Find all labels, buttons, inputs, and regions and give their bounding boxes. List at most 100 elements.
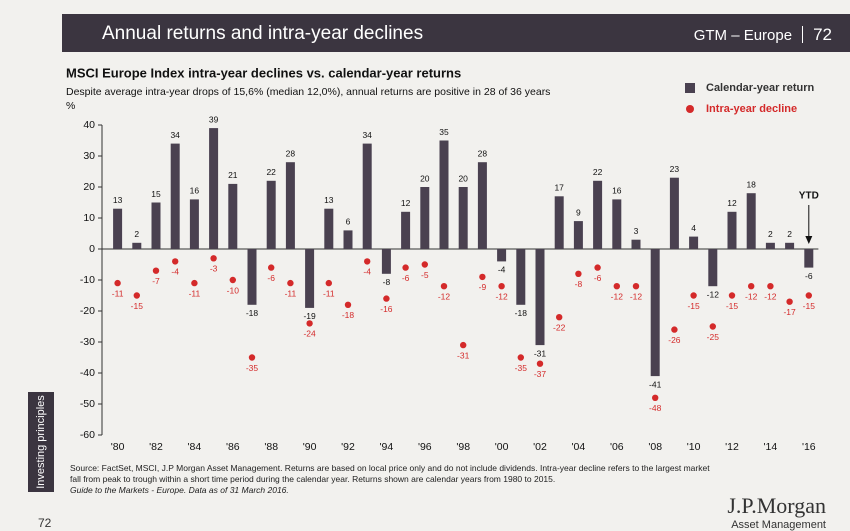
bar	[689, 236, 699, 249]
decline-dot	[690, 292, 697, 299]
bar-label: 12	[727, 198, 737, 208]
decline-label: -11	[189, 288, 201, 298]
x-tick-label: '12	[725, 441, 739, 453]
decline-label: -10	[227, 285, 240, 295]
decline-label: -25	[707, 332, 720, 342]
x-tick-label: '02	[533, 441, 547, 453]
bar-label: 4	[691, 223, 696, 233]
logo: J.P.Morgan Asset Management	[727, 493, 826, 531]
bar	[631, 239, 641, 249]
decline-label: -8	[575, 279, 583, 289]
logo-text: J.P.Morgan	[727, 493, 826, 518]
legend-label: Calendar-year return	[706, 82, 814, 94]
decline-label: -11	[323, 288, 335, 298]
decline-dot	[536, 360, 544, 367]
side-label: Investing principles	[35, 395, 47, 489]
bar-label: 2	[134, 229, 139, 239]
header-right: GTM – Europe 72	[694, 25, 832, 45]
y-tick-label: -10	[80, 274, 95, 286]
bar-label: 35	[439, 127, 449, 137]
bar-label: 22	[593, 167, 603, 177]
decline-dot	[632, 283, 640, 290]
decline-dot	[460, 341, 467, 349]
bar	[209, 128, 219, 249]
bar-label: 18	[746, 179, 756, 189]
legend-swatch	[685, 83, 695, 93]
bar-label: -18	[515, 308, 528, 318]
x-tick-label: '88	[264, 441, 278, 453]
bar	[669, 177, 679, 249]
bar	[343, 230, 353, 249]
decline-dot	[748, 283, 755, 290]
bar-label: -19	[303, 311, 316, 321]
bar	[765, 242, 775, 249]
y-tick-label: -40	[80, 367, 95, 379]
x-tick-label: '90	[303, 441, 317, 453]
bar	[170, 143, 180, 249]
bar	[266, 180, 276, 249]
bar	[285, 162, 295, 249]
header-section: GTM – Europe	[693, 27, 793, 44]
decline-label: -31	[457, 350, 470, 360]
decline-dot	[152, 267, 160, 274]
bar	[554, 196, 564, 249]
decline-label: -12	[611, 291, 624, 301]
decline-label: -15	[131, 301, 144, 311]
bar-label: -12	[707, 289, 720, 299]
source-note: Source: FactSet, MSCI, J.P Morgan Asset …	[70, 463, 710, 484]
header-bar: Annual returns and intra-year declines G…	[62, 14, 850, 52]
bar	[113, 208, 123, 249]
bar	[516, 249, 526, 305]
decline-label: -15	[726, 301, 739, 311]
bar-label: 15	[151, 189, 161, 199]
decline-dot	[440, 283, 448, 290]
decline-label: -6	[402, 273, 410, 283]
y-tick-label: 40	[83, 119, 95, 131]
decline-dot	[114, 279, 121, 287]
y-tick-label: 30	[83, 150, 95, 162]
decline-label: -6	[267, 273, 275, 283]
decline-dot	[498, 283, 505, 290]
y-tick-label: -20	[80, 305, 95, 317]
decline-label: -12	[764, 291, 777, 301]
decline-dot	[479, 273, 486, 281]
decline-label: -15	[803, 301, 816, 311]
bar	[401, 211, 411, 249]
bar-label: 39	[209, 114, 219, 124]
decline-dot	[728, 292, 736, 299]
decline-label: -12	[745, 291, 758, 301]
x-tick-label: '04	[572, 441, 586, 453]
decline-dot	[786, 298, 793, 305]
decline-dot	[133, 292, 140, 299]
decline-dot	[344, 301, 352, 308]
bar	[247, 249, 257, 305]
bar-label: 16	[190, 186, 200, 196]
legend-label: Intra-year decline	[706, 103, 797, 115]
x-tick-label: '82	[149, 441, 163, 453]
x-tick-label: '06	[610, 441, 624, 453]
y-tick-label: -30	[80, 336, 95, 348]
decline-dot	[191, 279, 198, 287]
bar	[305, 249, 315, 308]
bar-label: 2	[768, 229, 773, 239]
bar	[535, 249, 545, 346]
decline-label: -24	[303, 329, 316, 339]
bar-label: 12	[401, 198, 411, 208]
page-number: 72	[38, 516, 52, 530]
y-tick-label: -50	[80, 398, 95, 410]
bar	[708, 249, 718, 287]
decline-label: -37	[534, 369, 547, 379]
decline-label: -12	[630, 291, 643, 301]
bar	[458, 187, 468, 249]
decline-dot	[556, 314, 563, 321]
decline-dot	[268, 264, 275, 271]
bar-label: 9	[576, 207, 581, 217]
x-tick-label: '92	[341, 441, 355, 453]
decline-dot	[210, 255, 217, 262]
bar	[439, 140, 449, 249]
decline-label: -48	[649, 403, 662, 413]
x-tick-label: '86	[226, 441, 240, 453]
header-page: 72	[813, 25, 832, 44]
